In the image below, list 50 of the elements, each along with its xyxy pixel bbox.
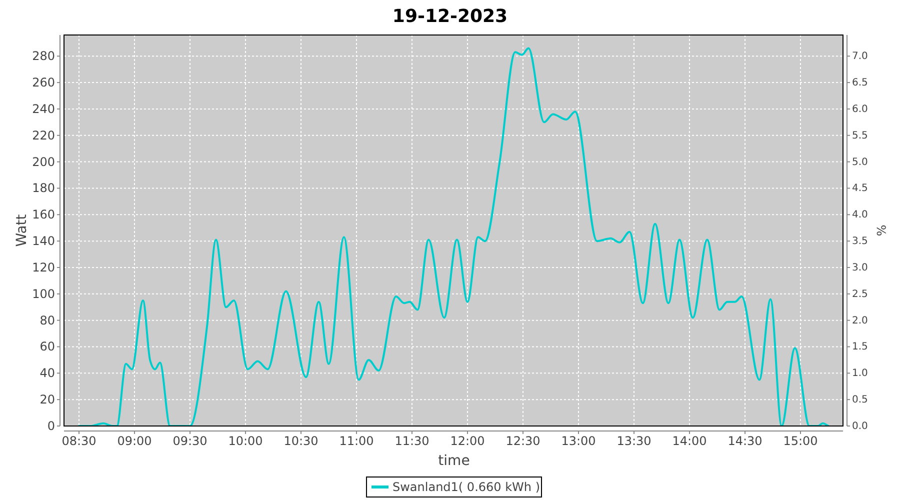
y2-tick-label: 3.0 xyxy=(852,262,868,274)
y2-tick-label: 6.5 xyxy=(852,78,868,89)
x-tick-label: 10:30 xyxy=(284,434,318,448)
y2-tick-label: 5.0 xyxy=(852,156,868,168)
y2-tick-label: 2.0 xyxy=(852,315,868,326)
line-series xyxy=(78,47,830,426)
y-tick-label: 80 xyxy=(40,313,55,328)
x-tick-label: 14:30 xyxy=(728,434,762,448)
y-tick-label: 40 xyxy=(40,366,55,380)
y2-tick-label: 7.0 xyxy=(852,51,868,62)
y2-tick-label: 0.5 xyxy=(852,394,868,406)
y2-tick-label: 3.5 xyxy=(852,236,868,248)
x-tick-label: 08:30 xyxy=(62,434,96,448)
x-tick-label: 11:00 xyxy=(339,434,374,448)
y-tick-label: 60 xyxy=(40,340,55,354)
x-tick-label: 11:30 xyxy=(394,434,430,448)
y-tick-label: 220 xyxy=(32,128,55,142)
y2-axis-title: % xyxy=(874,224,888,236)
x-axis-title: time xyxy=(438,453,470,469)
y2-tick-label: 4.0 xyxy=(852,210,868,221)
x-tick-label: 14:00 xyxy=(672,434,707,448)
y-tick-label: 0 xyxy=(47,419,55,433)
y-axis-title: Watt xyxy=(14,214,30,247)
y2-tick-label: 5.5 xyxy=(852,130,868,142)
x-tick-label: 09:00 xyxy=(117,434,152,448)
y-tick-label: 20 xyxy=(40,392,55,407)
y-tick-label: 240 xyxy=(32,102,55,116)
y2-tick-label: 0.0 xyxy=(852,421,868,432)
legend-label: Swanland1( 0.660 kWh ) xyxy=(392,480,540,494)
x-tick-label: 13:00 xyxy=(561,434,596,448)
y-tick-label: 120 xyxy=(32,260,55,274)
y-tick-label: 260 xyxy=(32,76,55,90)
chart-title: 19-12-2023 xyxy=(392,6,508,27)
x-tick-label: 12:00 xyxy=(450,434,485,448)
y-tick-label: 160 xyxy=(32,208,55,222)
y-tick-label: 280 xyxy=(32,49,55,64)
y2-tick-label: 1.5 xyxy=(852,342,868,353)
y2-tick-label: 6.0 xyxy=(852,104,868,115)
y-tick-label: 140 xyxy=(32,234,55,248)
y-tick-label: 100 xyxy=(32,286,55,301)
y-tick-label: 180 xyxy=(32,181,55,196)
x-tick-label: 10:00 xyxy=(228,434,263,448)
y2-tick-label: 2.5 xyxy=(852,288,868,300)
x-tick-label: 12:30 xyxy=(506,434,540,448)
x-tick-label: 15:00 xyxy=(783,434,818,448)
y-tick-label: 200 xyxy=(32,154,55,169)
x-tick-label: 13:30 xyxy=(616,434,652,448)
x-tick-label: 09:30 xyxy=(172,434,208,448)
y2-tick-label: 4.5 xyxy=(852,183,868,194)
y2-tick-label: 1.0 xyxy=(852,368,868,380)
